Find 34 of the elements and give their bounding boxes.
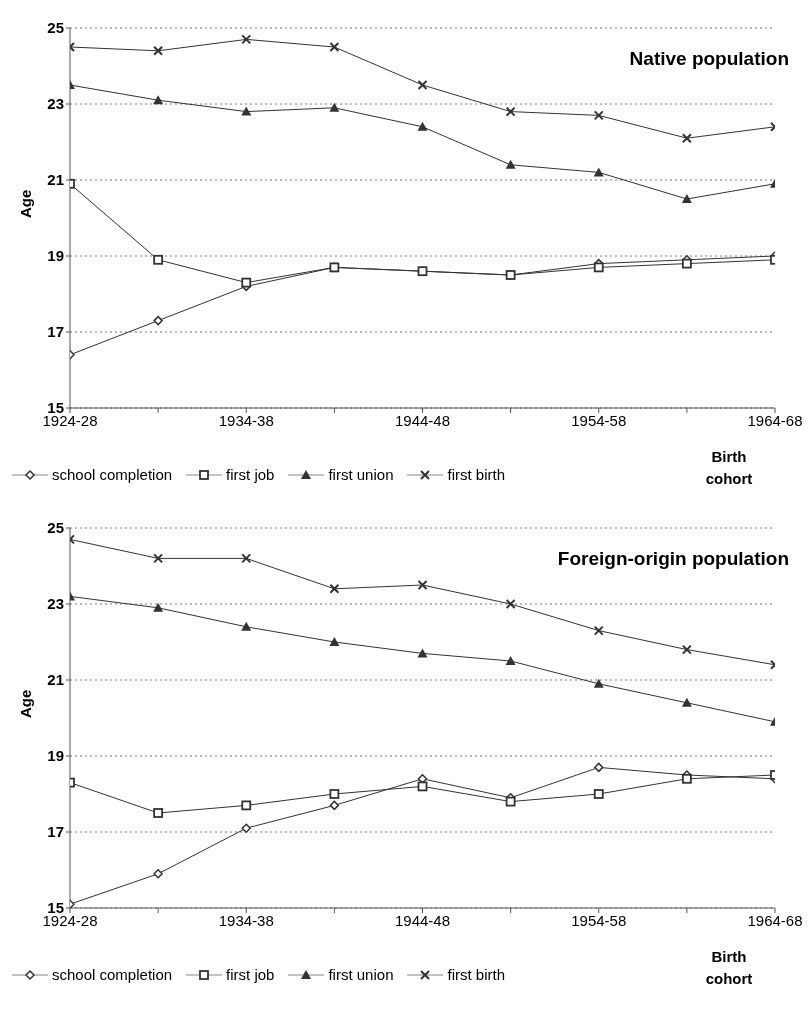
legend-label: school completion — [52, 966, 173, 983]
x-axis-title: Birth cohort — [704, 447, 754, 489]
legend-label: first birth — [447, 466, 505, 483]
x-tick-label: 1944-48 — [394, 411, 451, 429]
y-tick-label: 21 — [47, 171, 64, 189]
legend-label: first birth — [447, 966, 505, 983]
y-tick-label: 17 — [47, 823, 64, 841]
x-tick-label: 1964-68 — [747, 411, 803, 429]
legend-label: first union — [328, 466, 394, 483]
y-axis-title: Age — [17, 689, 35, 718]
y-axis-title: Age — [17, 189, 35, 218]
y-tick-label: 21 — [47, 671, 64, 689]
y-tick-label: 23 — [47, 95, 64, 113]
text: Native population — [629, 48, 789, 70]
x-tick-label: 1934-38 — [218, 911, 274, 929]
y-tick-label: 15 — [47, 899, 64, 917]
x-tick-label: 1934-38 — [218, 411, 274, 429]
y-tick-label: 19 — [47, 747, 64, 765]
legend-label: first job — [226, 466, 275, 483]
legend-label: first union — [328, 966, 394, 983]
x-axis-title: Birth cohort — [704, 947, 754, 989]
x-tick-label: 1954-58 — [571, 411, 627, 429]
x-tick-label: 1944-48 — [394, 911, 451, 929]
text: Foreign-origin population — [557, 548, 789, 570]
y-tick-label: 23 — [47, 595, 64, 613]
x-tick-label: 1954-58 — [571, 911, 627, 929]
legend-label: first job — [226, 966, 275, 983]
x-tick-label: 1964-68 — [747, 911, 803, 929]
legend-label: school completion — [52, 466, 173, 483]
y-tick-label: 17 — [47, 323, 64, 341]
y-tick-label: 25 — [47, 19, 64, 37]
y-tick-label: 15 — [47, 399, 64, 417]
y-tick-label: 19 — [47, 247, 64, 265]
y-tick-label: 25 — [47, 519, 64, 537]
